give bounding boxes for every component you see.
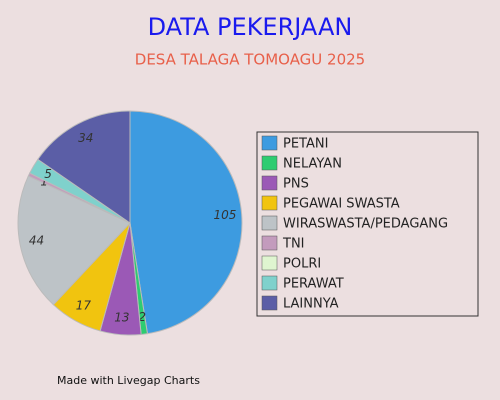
legend-label: PEGAWAI SWASTA <box>283 197 400 212</box>
legend-label: WIRASWASTA/PEDAGANG <box>283 217 448 232</box>
data-label: 2 <box>138 310 146 324</box>
watermark: Made with Livegap Charts <box>57 374 200 387</box>
legend-swatch <box>261 215 278 231</box>
data-label: 1 <box>40 174 48 188</box>
chart-title: DATA PEKERJAAN <box>148 13 353 41</box>
legend-swatch <box>261 275 278 291</box>
data-label: 34 <box>78 131 93 145</box>
legend-label: PERAWAT <box>283 277 344 292</box>
legend-label: TNI <box>282 237 305 252</box>
legend-swatch <box>261 155 278 171</box>
data-label: 44 <box>29 234 44 248</box>
legend-swatch <box>261 295 278 311</box>
legend-swatch <box>261 195 278 211</box>
legend-label: POLRI <box>283 257 321 272</box>
data-label: 105 <box>213 208 236 222</box>
legend-label: NELAYAN <box>283 157 342 172</box>
legend-swatch <box>261 175 278 191</box>
legend-label: PETANI <box>283 137 328 152</box>
pie-slice <box>17 175 131 306</box>
legend-label: PNS <box>283 177 309 192</box>
pie-slice <box>37 110 131 224</box>
legend-label: LAINNYA <box>283 297 339 312</box>
legend-swatch <box>261 135 278 151</box>
data-label: 13 <box>114 310 129 324</box>
legend-swatch <box>261 235 278 251</box>
pie-slice <box>129 110 243 335</box>
chart-subtitle: DESA TALAGA TOMOAGU 2025 <box>135 51 365 69</box>
data-label: 5 <box>44 167 52 181</box>
data-label: 17 <box>76 299 92 313</box>
legend-box <box>256 131 479 317</box>
legend-swatch <box>261 255 278 271</box>
